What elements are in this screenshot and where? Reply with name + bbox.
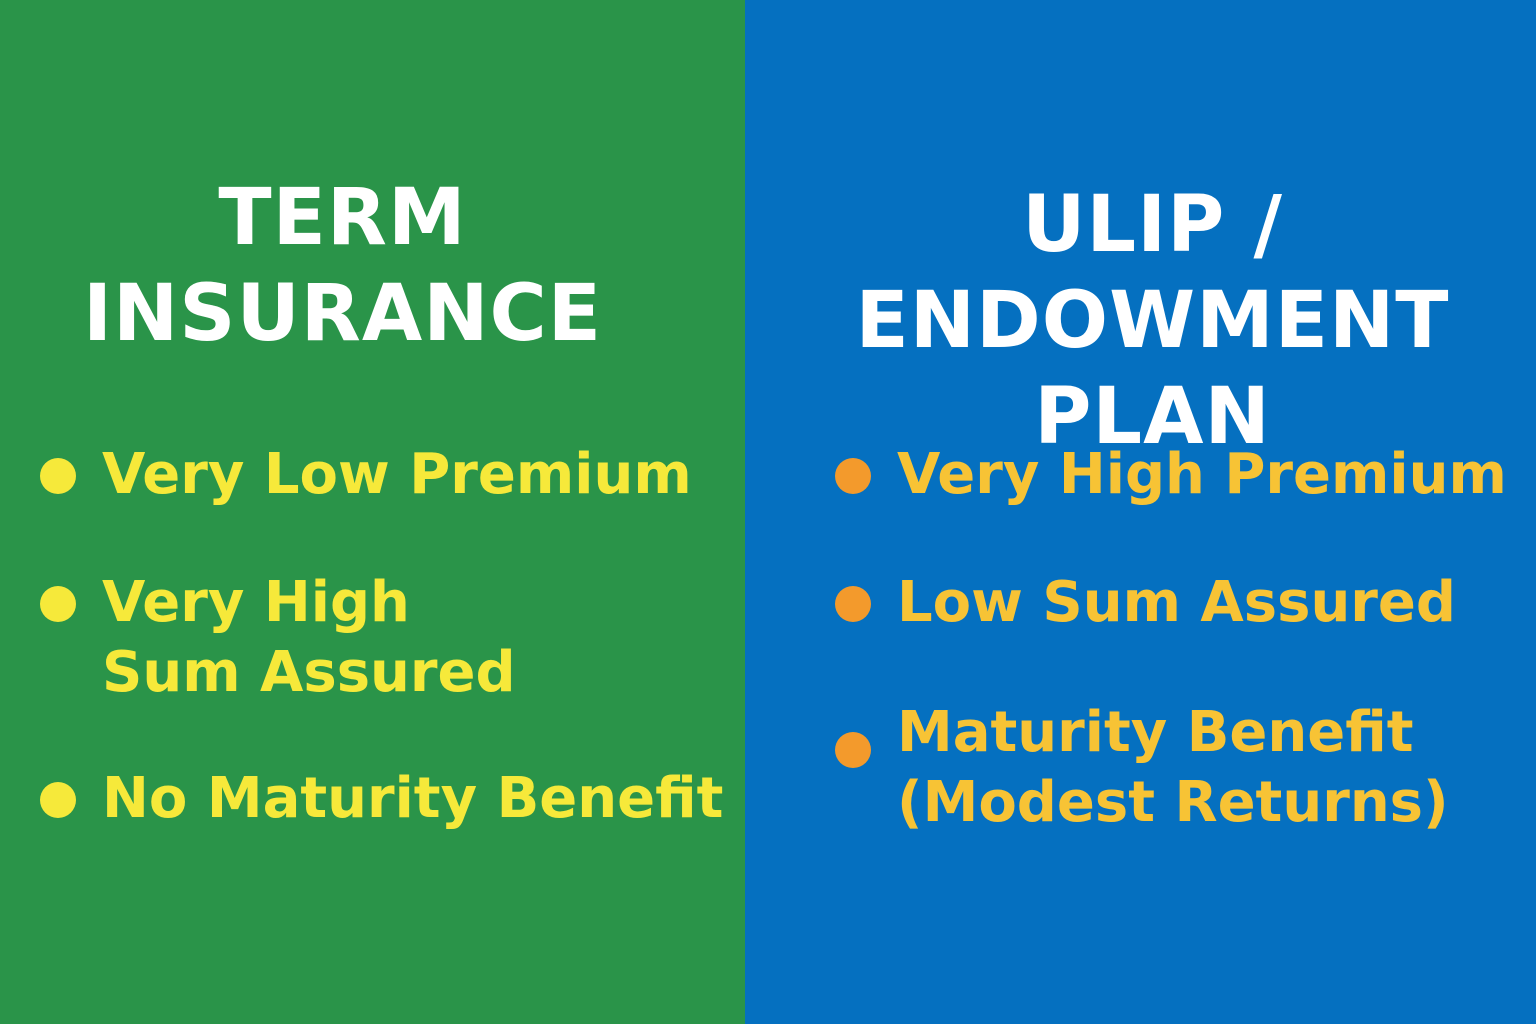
feature-text: Very Low Premium — [102, 442, 692, 507]
feature-item: Very High Sum Assured — [40, 568, 516, 708]
feature-item: Maturity Benefit (Modest Returns) — [835, 698, 1449, 838]
feature-text: Maturity Benefit — [897, 700, 1414, 765]
feature-text: Sum Assured — [102, 640, 516, 705]
bullet-dot-icon — [40, 586, 76, 622]
bullet-dot-icon — [40, 458, 76, 494]
feature-item: Very Low Premium — [40, 440, 692, 510]
ulip-endowment-panel: ULIP / ENDOWMENT PLAN Very High Premium … — [745, 0, 1536, 1024]
feature-text: (Modest Returns) — [897, 770, 1449, 835]
title-line: INSURANCE — [82, 269, 603, 360]
term-insurance-title: TERM INSURANCE — [0, 170, 685, 362]
feature-text: Very High Premium — [897, 442, 1507, 507]
feature-item: No Maturity Benefit — [40, 764, 723, 834]
title-line: ENDOWMENT — [855, 276, 1450, 367]
feature-text: Very High — [102, 570, 410, 635]
feature-text: Low Sum Assured — [897, 570, 1456, 635]
title-line: PLAN — [1034, 372, 1271, 463]
title-line: TERM — [218, 173, 467, 264]
bullet-dot-icon — [835, 586, 871, 622]
feature-item: Low Sum Assured — [835, 568, 1456, 638]
bullet-dot-icon — [40, 782, 76, 818]
ulip-endowment-title: ULIP / ENDOWMENT PLAN — [745, 177, 1536, 465]
title-line: ULIP / — [1022, 180, 1283, 271]
term-insurance-panel: TERM INSURANCE Very Low Premium Very Hig… — [0, 0, 745, 1024]
bullet-dot-icon — [835, 458, 871, 494]
feature-text: No Maturity Benefit — [102, 766, 724, 831]
feature-item: Very High Premium — [835, 440, 1507, 510]
bullet-dot-icon — [835, 732, 871, 768]
